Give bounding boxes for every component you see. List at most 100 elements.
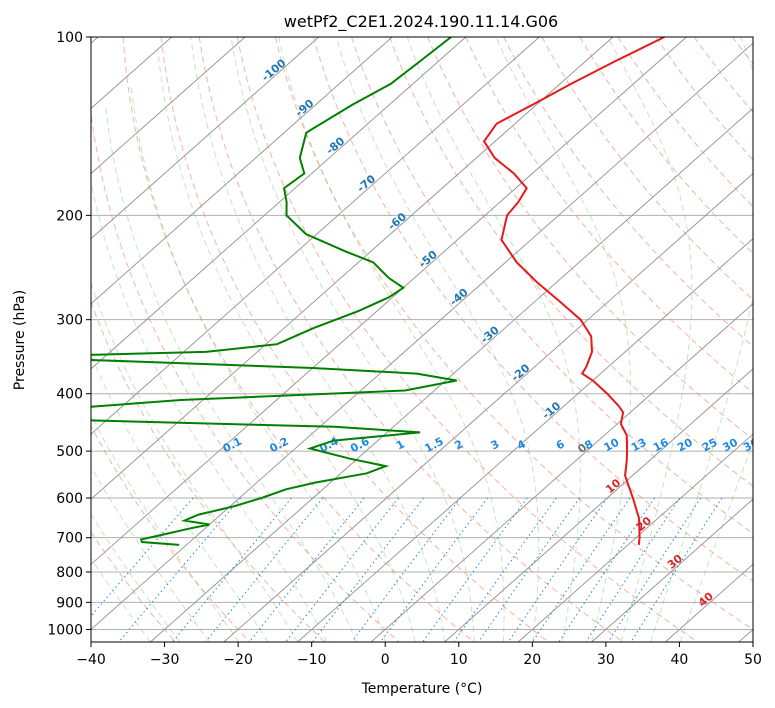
moist-adiabat-line: [278, 37, 505, 642]
mixing-ratio-line: [285, 497, 399, 642]
mixing-ratio-label: 13: [629, 436, 649, 455]
mixing-ratio-line: [312, 497, 424, 642]
x-tick-label: 20: [523, 652, 541, 668]
line-labels: 0.1 0.2 0.4 0.6 1 1.5 2 3 4 6 8 10 13 16 20 25 30 36-100-…: [221, 56, 753, 609]
dry-adiabat-line: [427, 37, 753, 440]
y-tick-label: 700: [56, 531, 83, 547]
moist-adiabat-line: [650, 37, 753, 642]
y-tick-label: 800: [56, 565, 83, 581]
mixing-ratio-label: 10: [602, 436, 622, 455]
isotherm-line: [91, 37, 393, 305]
x-tick-label: 50: [744, 652, 762, 668]
x-tick-label: −30: [150, 652, 180, 668]
mixing-ratio-line: [585, 497, 681, 642]
y-tick-label: 100: [56, 30, 83, 46]
isotherm-lines: [91, 37, 753, 642]
dry-adiabat-line: [160, 37, 549, 642]
x-tick-label: 0: [381, 652, 390, 668]
dry-adiabat-line: [274, 37, 753, 631]
mixing-ratio-label: 1.5: [422, 435, 445, 456]
mixing-ratio-line: [558, 497, 656, 642]
mixing-ratio-label: 30: [720, 436, 740, 455]
dry-adiabat-line: [122, 37, 475, 642]
isotherm-label: 10: [603, 476, 623, 496]
mixing-ratio-label: 6: [554, 437, 567, 452]
dewpoint-trace: [91, 37, 457, 546]
y-axis-label: Pressure (hPa): [12, 290, 28, 390]
isotherm-line: [297, 238, 753, 642]
moist-adiabat-lines: [91, 37, 753, 642]
moist-adiabat-line: [157, 49, 416, 642]
isotherm-line: [444, 368, 753, 642]
mixing-ratio-line: [607, 497, 702, 642]
isotherm-label: -10: [540, 399, 564, 422]
isotherm-line: [370, 303, 753, 642]
isotherm-line: [91, 37, 614, 500]
temperature-trace: [482, 37, 665, 546]
isotherm-label: -80: [324, 134, 348, 157]
dry-adiabat-line: [91, 424, 251, 642]
isotherm-line: [91, 37, 687, 565]
mixing-ratio-line: [531, 497, 631, 642]
data-traces: [91, 37, 665, 546]
dry-adiabat-line: [313, 37, 753, 582]
dry-adiabat-line: [236, 37, 698, 642]
y-tick-label: 500: [56, 444, 83, 460]
dry-adiabat-line: [91, 300, 326, 642]
isotherm-line: [91, 42, 753, 631]
dry-adiabat-line: [770, 37, 775, 642]
mixing-ratio-line: [478, 497, 580, 642]
chart-title: wetPf2_C2E1.2024.190.11.14.G06: [284, 12, 558, 32]
dry-adiabat-line: [91, 110, 400, 642]
y-tick-label: 400: [56, 387, 83, 403]
isotherm-label: -50: [416, 248, 440, 271]
moist-adiabat-line: [679, 441, 753, 642]
plot-frame: [90, 36, 754, 643]
moist-adiabat-line: [230, 37, 475, 642]
dry-adiabat-line: [503, 37, 753, 347]
mixing-ratio-line: [91, 497, 194, 617]
moist-adiabat-line: [335, 37, 540, 642]
isotherm-line: [91, 37, 246, 175]
dry-adiabat-line: [541, 37, 753, 301]
moist-adiabat-line: [91, 179, 328, 642]
dry-adiabat-line: [351, 37, 753, 535]
x-tick-label: −10: [297, 652, 327, 668]
moist-adiabat-line: [495, 37, 632, 642]
x-tick-label: −20: [223, 652, 253, 668]
moist-adiabat-line: [607, 37, 693, 642]
mixing-ratio-label: 25: [700, 436, 720, 455]
mixing-ratio-lines: [91, 497, 723, 642]
mixing-ratio-line: [422, 497, 528, 642]
dry-adiabat-line: [579, 37, 753, 255]
mixing-ratio-label: 16: [651, 436, 671, 455]
isotherm-line: [591, 498, 753, 642]
moist-adiabat-line: [91, 353, 269, 642]
moist-adiabat-line: [104, 104, 357, 642]
mixing-ratio-line: [453, 497, 557, 642]
moist-adiabat-line: [91, 281, 298, 642]
mixing-ratio-label: 1: [394, 437, 407, 452]
dry-adiabat-line: [617, 37, 753, 208]
y-tick-label: 200: [56, 208, 83, 224]
dry-adiabat-line: [198, 37, 624, 642]
moist-adiabat-line: [406, 37, 581, 642]
dry-adiabat-line: [389, 37, 753, 487]
moist-adiabat-line: [91, 465, 210, 642]
y-tick-label: 300: [56, 313, 83, 329]
y-tick-label: 900: [56, 595, 83, 611]
grid-layer: [91, 37, 775, 642]
mixing-ratio-label: 2: [452, 437, 465, 452]
isotherm-line: [223, 172, 753, 642]
isotherm-line: [517, 433, 753, 642]
x-tick-label: 10: [450, 652, 468, 668]
isotherm-label: 30: [665, 552, 685, 572]
dry-adiabat-line: [731, 37, 753, 65]
dry-adiabat-line: [91, 531, 176, 642]
y-tick-label: 600: [56, 491, 83, 507]
mixing-ratio-label: 20: [675, 436, 695, 455]
isotherm-line: [91, 37, 467, 370]
x-tick-label: 30: [597, 652, 615, 668]
isotherm-label: -20: [509, 361, 533, 384]
